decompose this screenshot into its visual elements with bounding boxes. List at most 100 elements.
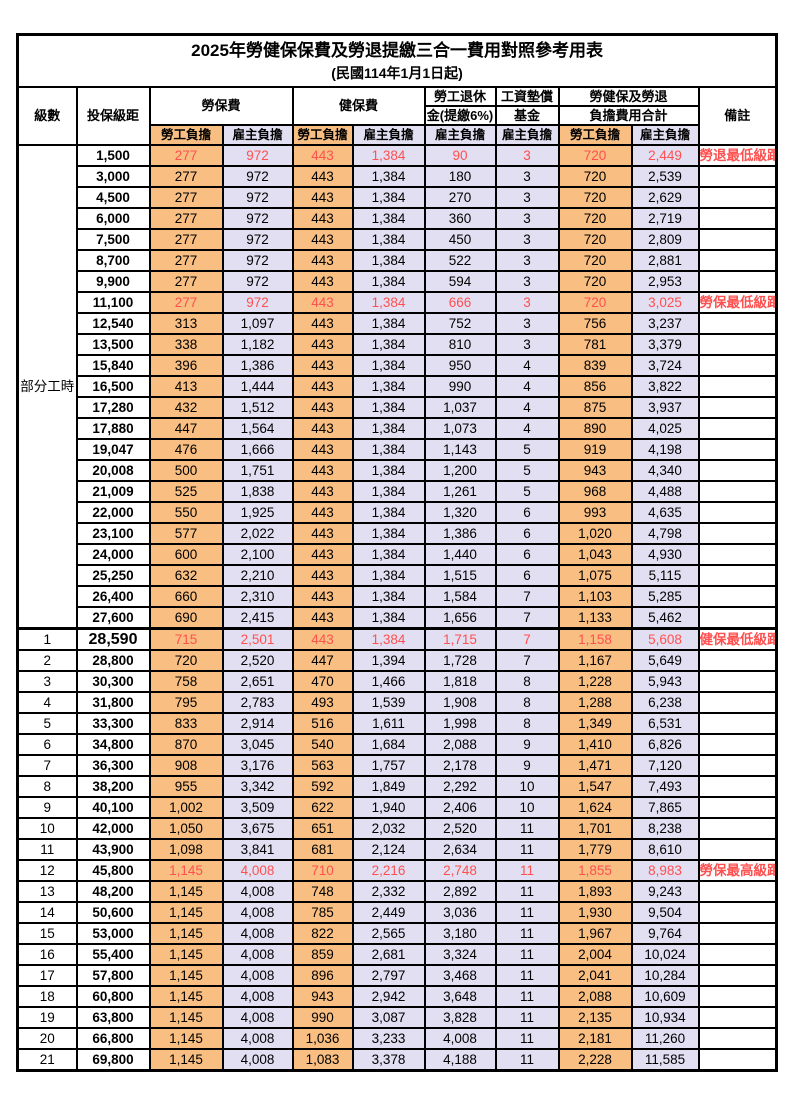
value-cell: 1,158	[557, 626, 633, 651]
remark-cell	[697, 732, 778, 756]
value-cell: 592	[291, 774, 354, 798]
value-cell: 443	[291, 416, 354, 440]
value-cell: 8	[494, 711, 560, 735]
value-cell: 550	[148, 500, 224, 524]
value-cell: 277	[148, 269, 224, 293]
value-cell: 443	[291, 227, 354, 251]
level-cell: 7	[16, 753, 78, 777]
value-cell: 1,261	[423, 479, 497, 503]
header-bracket: 投保級距	[75, 85, 151, 146]
value-cell: 413	[148, 374, 224, 398]
value-cell: 4,008	[221, 900, 294, 924]
value-cell: 1,384	[351, 332, 426, 356]
value-cell: 3	[494, 248, 560, 272]
value-cell: 4,008	[221, 984, 294, 1008]
value-cell: 1,384	[351, 479, 426, 503]
table-row: 2 28,800 720 2,520 447 1,394 1,728 7 1,167 5,649	[16, 648, 778, 672]
bracket-cell: 13,500	[75, 332, 151, 356]
value-cell: 9,243	[630, 879, 700, 903]
value-cell: 1,349	[557, 711, 633, 735]
value-cell: 3,468	[423, 963, 497, 987]
header-level: 級數	[16, 85, 78, 146]
value-cell: 5,115	[630, 563, 700, 587]
remark-cell	[697, 248, 778, 272]
value-cell: 450	[423, 227, 497, 251]
bracket-cell: 12,540	[75, 311, 151, 335]
remark-cell	[697, 648, 778, 672]
value-cell: 6	[494, 500, 560, 524]
value-cell: 3,822	[630, 374, 700, 398]
value-cell: 2,022	[221, 521, 294, 545]
bracket-cell: 53,000	[75, 921, 151, 945]
value-cell: 470	[291, 669, 354, 693]
value-cell: 870	[148, 732, 224, 756]
value-cell: 443	[291, 374, 354, 398]
value-cell: 6,238	[630, 690, 700, 714]
remark-cell	[697, 984, 778, 1008]
table-row: 5 33,300 833 2,914 516 1,611 1,998 8 1,349 6,531	[16, 711, 778, 735]
value-cell: 3,233	[351, 1026, 426, 1050]
value-cell: 2,520	[423, 816, 497, 840]
value-cell: 443	[291, 458, 354, 482]
bracket-cell: 16,500	[75, 374, 151, 398]
spreadsheet-page: 2025年勞健保保費及勞退提繳三合一費用對照參考用表 (民國114年1月1日起)…	[16, 33, 779, 1072]
value-cell: 270	[423, 185, 497, 209]
value-cell: 10	[494, 774, 560, 798]
value-cell: 443	[291, 584, 354, 608]
value-cell: 2,651	[221, 669, 294, 693]
value-cell: 2,449	[630, 143, 700, 167]
bracket-cell: 9,900	[75, 269, 151, 293]
bracket-cell: 11,100	[75, 290, 151, 314]
table-row: 3 30,300 758 2,651 470 1,466 1,818 8 1,228 5,943	[16, 669, 778, 693]
value-cell: 11	[494, 963, 560, 987]
value-cell: 4,635	[630, 500, 700, 524]
value-cell: 1,384	[351, 563, 426, 587]
table-row: 16 55,400 1,145 4,008 859 2,681 3,324 11 2,004 10…	[16, 942, 778, 966]
bracket-cell: 34,800	[75, 732, 151, 756]
level-cell: 18	[16, 984, 78, 1008]
value-cell: 1,471	[557, 753, 633, 777]
value-cell: 11	[494, 858, 560, 882]
level-cell: 19	[16, 1005, 78, 1029]
value-cell: 1,967	[557, 921, 633, 945]
value-cell: 180	[423, 164, 497, 188]
bracket-cell: 1,500	[75, 143, 151, 167]
remark-cell	[697, 1047, 778, 1071]
value-cell: 950	[423, 353, 497, 377]
value-cell: 720	[557, 164, 633, 188]
value-cell: 443	[291, 185, 354, 209]
value-cell: 1,075	[557, 563, 633, 587]
table-row: 21,009 525 1,838 443 1,384 1,261 5 968 4,488	[18, 479, 778, 503]
value-cell: 890	[557, 416, 633, 440]
value-cell: 5,285	[630, 584, 700, 608]
value-cell: 1,818	[423, 669, 497, 693]
remark-cell	[697, 227, 778, 251]
value-cell: 563	[291, 753, 354, 777]
value-cell: 443	[291, 542, 354, 566]
value-cell: 3,036	[423, 900, 497, 924]
bracket-cell: 8,700	[75, 248, 151, 272]
value-cell: 447	[148, 416, 224, 440]
table-row: 24,000 600 2,100 443 1,384 1,440 6 1,043 4,930	[18, 542, 778, 566]
level-cell: 10	[16, 816, 78, 840]
value-cell: 720	[557, 227, 633, 251]
value-cell: 11	[494, 1047, 560, 1071]
value-cell: 4,488	[630, 479, 700, 503]
value-cell: 443	[291, 605, 354, 629]
value-cell: 10	[494, 795, 560, 819]
value-cell: 1,751	[221, 458, 294, 482]
value-cell: 710	[291, 858, 354, 882]
value-cell: 5,943	[630, 669, 700, 693]
value-cell: 4,798	[630, 521, 700, 545]
value-cell: 11	[494, 837, 560, 861]
subheader-health-employer: 雇主負擔	[351, 123, 426, 146]
value-cell: 1,384	[351, 416, 426, 440]
value-cell: 11	[494, 984, 560, 1008]
remark-cell	[697, 437, 778, 461]
value-cell: 1,684	[351, 732, 426, 756]
remark-cell: 勞保最高級距	[697, 858, 778, 882]
value-cell: 4,008	[221, 1005, 294, 1029]
value-cell: 2,719	[630, 206, 700, 230]
value-cell: 7	[494, 605, 560, 629]
remark-cell	[697, 584, 778, 608]
